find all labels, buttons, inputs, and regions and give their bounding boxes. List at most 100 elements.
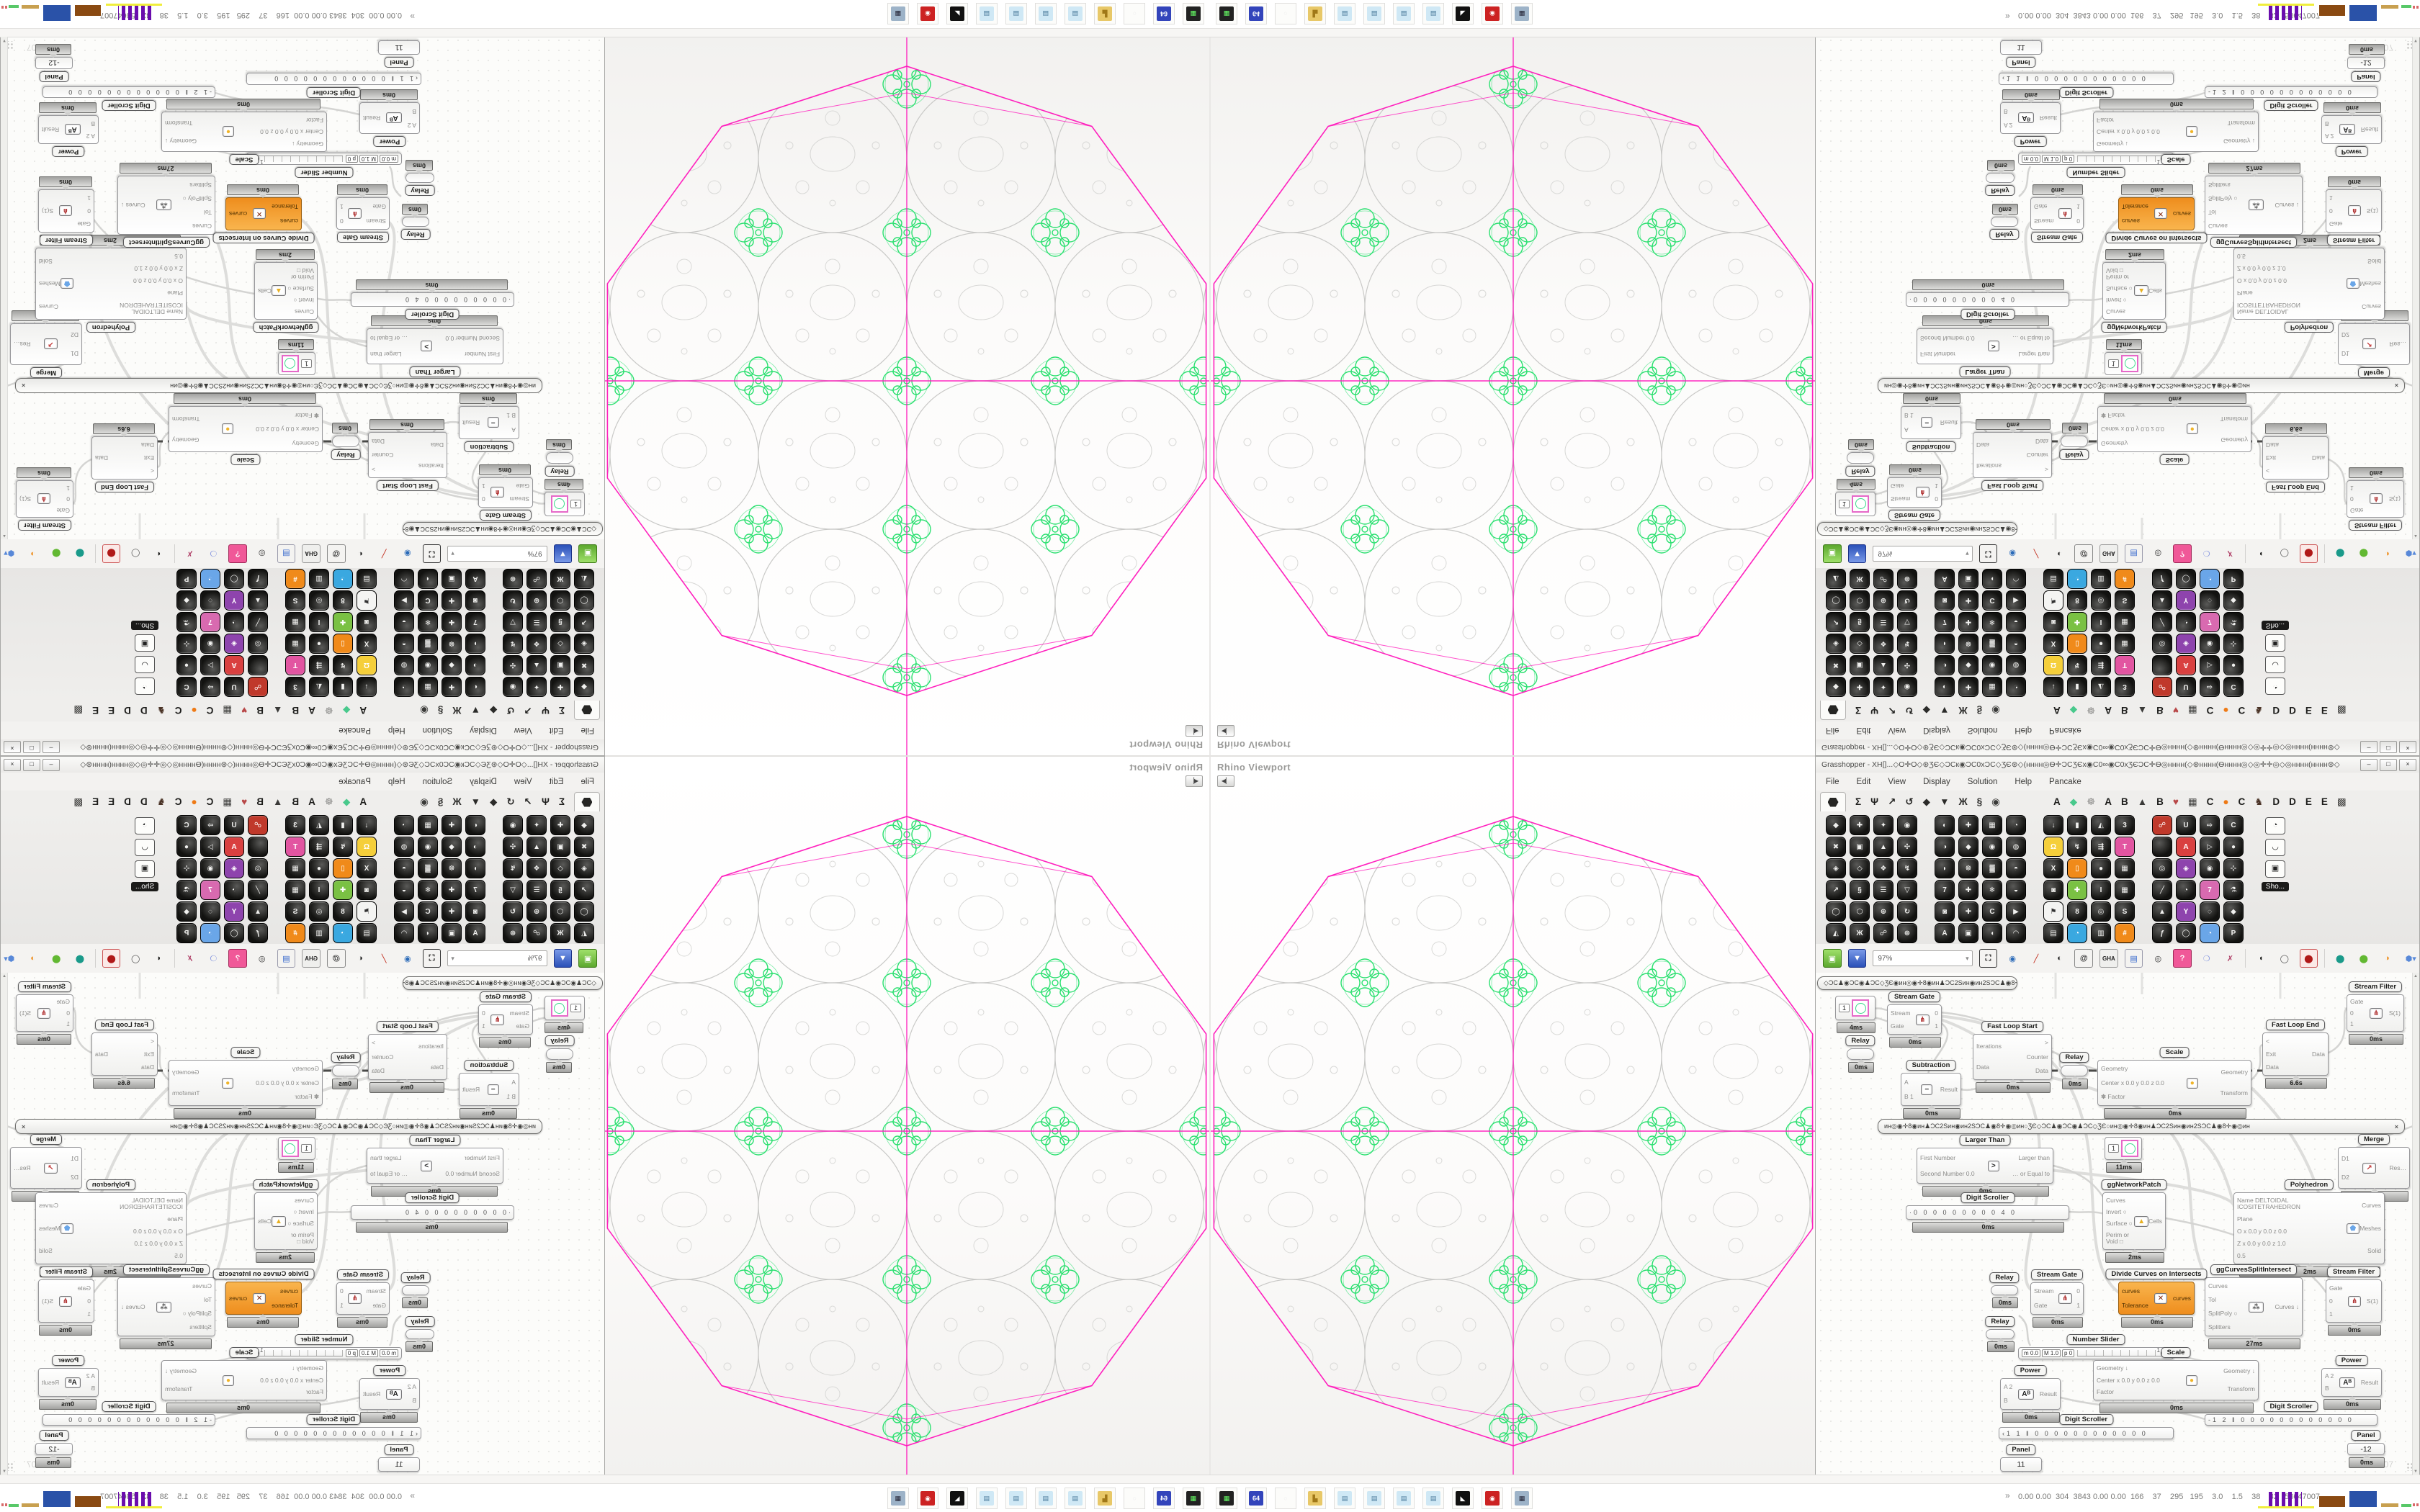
sketch-pen-icon[interactable]: ╱ — [381, 549, 387, 558]
node-swatch-top[interactable]: 1 4ms — [544, 996, 585, 1033]
rhino-viewport-pane[interactable]: Rhino Viewport ◀▏ — [1210, 756, 1816, 1475]
palette-component-icon[interactable]: ● — [176, 837, 197, 857]
palette-component-icon[interactable]: ◌ — [2200, 590, 2220, 611]
palette-component-icon[interactable]: ◠ — [394, 569, 414, 589]
palette-component-icon[interactable]: ▣ — [1850, 655, 1870, 675]
node-body[interactable]: Geometry ↓ Center x 0.0 y 0.0 z 0.0 Factor… — [161, 1360, 327, 1400]
tab-icon[interactable]: C — [2238, 705, 2246, 716]
palette-component-icon[interactable]: # — [285, 923, 305, 943]
node-power-2[interactable]: Power A 2 B Aᴮ Result 0ms — [38, 1355, 99, 1410]
palette-component-icon[interactable]: ◉ — [1897, 815, 1917, 835]
menu-item-file[interactable]: File — [1826, 726, 1839, 735]
document-icon[interactable]: ▤ — [277, 544, 296, 563]
palette-component-icon[interactable]: ▣ — [550, 837, 570, 857]
node-relay-a[interactable]: Relay 0ms — [1845, 439, 1876, 477]
slider-min[interactable]: m 0.0 — [2022, 155, 2041, 163]
palette-component-icon[interactable]: ▶ — [394, 901, 414, 922]
viewport-collapse-button[interactable]: ◀▏ — [1186, 775, 1203, 787]
palette-component-icon[interactable]: ƒ — [2152, 923, 2172, 943]
palette-component-icon[interactable]: ◭ — [2091, 815, 2111, 835]
node-stream-gate-bottom[interactable]: Stream Gate Stream Gate ⋔ 0 1 0ms — [2030, 1269, 2084, 1328]
palette-component-icon[interactable]: ✚ — [442, 612, 462, 632]
node-body[interactable] — [332, 1065, 359, 1076]
palette-component-icon[interactable]: ◔ — [333, 569, 353, 589]
node-body[interactable]: Curves Invert ○ Surface ○ Perim or Void □ ▲ C… — [254, 262, 318, 320]
palette-component-icon[interactable]: P — [2223, 569, 2244, 589]
node-body[interactable]: ‹1 1 ‖ 0 0 0 0 0 0 0 0 0 0 0 0 — [1999, 1427, 2174, 1439]
slider-min[interactable]: m 0.0 — [379, 155, 398, 163]
node-body[interactable]: ‹1 1 ‖ 0 0 0 0 0 0 0 0 0 0 0 0 — [246, 1427, 421, 1439]
tab-icon[interactable]: B — [256, 796, 264, 807]
preview-custom-orange-icon[interactable]: ◑ — [2385, 954, 2390, 963]
palette-component-icon[interactable]: Ω — [2043, 837, 2063, 857]
scroll-up-icon[interactable]: ▲ — [2414, 974, 2418, 978]
palette-component-icon[interactable]: ▷ — [200, 837, 220, 857]
tab-icon[interactable]: ↗ — [524, 796, 532, 807]
node-body[interactable]: ‹1 1 ‖ 0 0 0 0 0 0 0 0 0 0 0 0 — [1999, 73, 2174, 85]
node-ggcurvessplitintersect[interactable]: ggCurvesSplitIntersect Curves Tol SplitPoly… — [2205, 163, 2303, 248]
slider-max[interactable]: M 1.0 — [2042, 155, 2061, 163]
palette-component-icon[interactable]: ▦ — [2115, 634, 2135, 654]
at-icon[interactable]: @ — [2074, 949, 2094, 968]
wolf-icon[interactable]: ◣ — [1452, 1488, 1474, 1509]
palette-component-icon[interactable]: ƒ — [248, 923, 268, 943]
tab-icon[interactable]: ▦ — [223, 796, 233, 807]
palette-component-icon[interactable]: ● — [2223, 655, 2244, 675]
tab-icon[interactable]: D — [124, 705, 131, 716]
tab-params[interactable] — [574, 701, 600, 720]
node-body[interactable] — [405, 1329, 434, 1339]
palette-component-icon[interactable]: T — [2115, 837, 2135, 857]
tab-icon[interactable]: ▩ — [73, 796, 84, 807]
node-stream-filter-top[interactable]: Stream Filter Gate 0 1 ⋔ S(1) 0ms — [16, 467, 73, 531]
palette-component-icon[interactable]: ◎ — [2091, 590, 2111, 611]
palette-component-icon[interactable]: 7 — [2200, 612, 2220, 632]
notepad-icon[interactable]: ▤ — [1334, 1488, 1355, 1509]
palette-component-icon[interactable]: ◉ — [503, 815, 523, 835]
palette-component-icon[interactable]: ◠ — [2006, 923, 2026, 943]
palette-component-icon[interactable]: 7 — [1935, 880, 1955, 900]
node-body[interactable]: Stream Gate ⋔ 0 1 — [1887, 1004, 1942, 1035]
palette-component-icon[interactable]: ◔ — [2067, 569, 2087, 589]
document-tab[interactable]: ◇ƆϹ♟◉ƆϹ◉♟ƆϹ◇ƷЄ◉ин◎◉✛8◉ин♟ƆϹ2Ѕин◉ин2ЅƆϹ♟◉… — [403, 976, 603, 990]
menu-item-view[interactable]: View — [1888, 777, 1906, 786]
palette-component-icon[interactable]: A — [465, 569, 485, 589]
node-body[interactable]: < Exit Data Data — [91, 1032, 158, 1076]
tab-icon[interactable]: ♥ — [241, 705, 248, 716]
node-canvas[interactable]: ◇ƆϹ♟◉ƆϹ◉♟ƆϹ◇ƷЄ◉ин◎◉✛8◉ин♟ƆϹ2Ѕин◉ин2ЅƆϹ♟◉… — [1816, 37, 2419, 539]
tab-icon[interactable]: ↗ — [1888, 705, 1896, 716]
palette-component-icon[interactable]: ▓ — [418, 634, 438, 654]
slider-precision[interactable]: p 0 — [2062, 155, 2075, 163]
tab-icon[interactable]: ♥ — [2172, 705, 2179, 716]
node-body[interactable]: 1 — [1835, 996, 1876, 1020]
palette-component-icon[interactable]: ☍ — [526, 923, 547, 943]
tab-icon[interactable]: Σ — [1855, 796, 1862, 807]
palette-component-icon[interactable]: ☸ — [1958, 858, 1978, 878]
tab-icon[interactable]: ◆ — [2069, 796, 2078, 807]
palette-component-icon[interactable]: ƒ — [248, 569, 268, 589]
node-polyhedron[interactable]: Polyhedron Name DELTOIDAL ICOSITETRAHEDRO… — [35, 235, 187, 333]
ribbons-icon[interactable]: ✗ — [2226, 954, 2233, 963]
node-polyhedron[interactable]: Polyhedron Name DELTOIDAL ICOSITETRAHEDRO… — [2233, 1179, 2385, 1277]
tab-icon[interactable]: E — [2321, 705, 2328, 716]
show-toggle-icon[interactable]: ◔ — [135, 817, 155, 834]
palette-component-icon[interactable]: ◌ — [200, 590, 220, 611]
palette-component-icon[interactable]: ◭ — [309, 815, 329, 835]
palette-component-icon[interactable]: ▣ — [1958, 569, 1978, 589]
tab-icon[interactable]: C — [206, 705, 214, 716]
close-button[interactable]: × — [2399, 741, 2416, 753]
node-ggnetworkpatch[interactable]: ggNetworkPatch Curves Invert ○ Surface ○ Per… — [253, 1179, 319, 1263]
palette-component-icon[interactable]: ✚ — [550, 815, 570, 835]
tab-icon[interactable]: B — [2156, 705, 2164, 716]
palette-component-icon[interactable]: ◇ — [1850, 634, 1870, 654]
roulette-icon[interactable]: ◉ — [1482, 1488, 1503, 1509]
palette-component-icon[interactable]: ● — [309, 858, 329, 878]
tab-icon[interactable]: ◆ — [1922, 705, 1931, 716]
palette-component-icon[interactable]: ◑ — [1935, 837, 1955, 857]
node-body[interactable]: -12 — [2347, 1443, 2385, 1455]
preview-shaded-icon[interactable]: ⬤ — [2299, 949, 2318, 968]
scroller-digits[interactable]: -1 2 ‖ 0 0 0 0 0 0 0 0 0 0 0 0 — [2208, 89, 2354, 96]
tab-icon[interactable]: C — [174, 705, 182, 716]
palette-component-icon[interactable]: ✦ — [1873, 677, 1894, 697]
tab-icon[interactable]: ◆ — [342, 796, 351, 807]
